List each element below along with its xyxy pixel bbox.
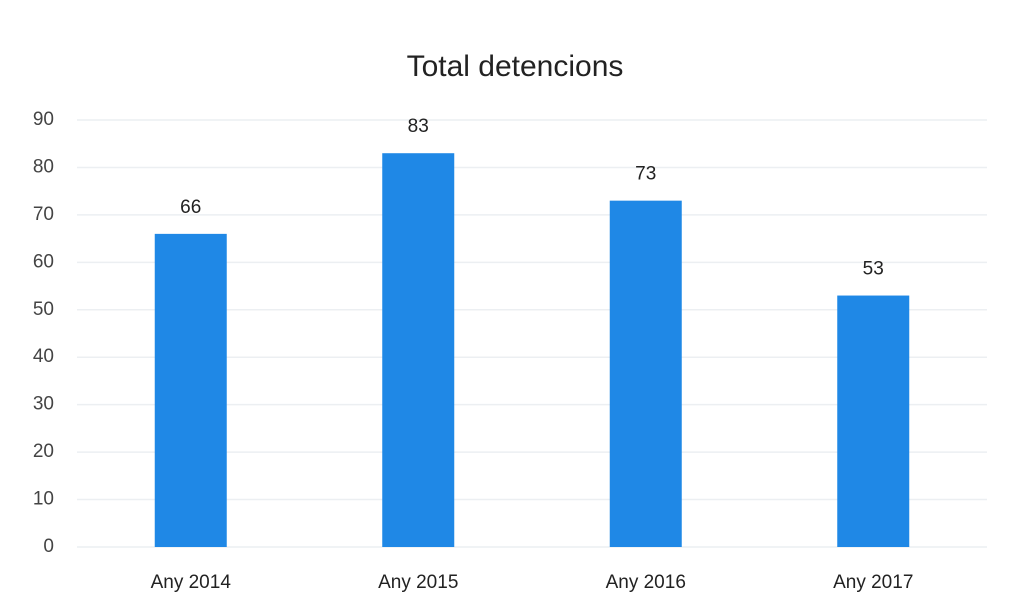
x-tick-label: Any 2017 bbox=[833, 572, 913, 593]
bar bbox=[609, 200, 682, 547]
bar bbox=[837, 295, 910, 547]
bar bbox=[154, 233, 227, 547]
y-tick-label: 50 bbox=[33, 299, 54, 320]
y-tick-label: 40 bbox=[33, 346, 54, 367]
y-tick-label: 0 bbox=[43, 536, 54, 557]
y-tick-label: 90 bbox=[33, 109, 54, 130]
y-tick-label: 20 bbox=[33, 441, 54, 462]
x-tick-label: Any 2015 bbox=[378, 572, 458, 593]
y-tick-label: 70 bbox=[33, 204, 54, 225]
data-label: 83 bbox=[408, 116, 429, 137]
data-label: 73 bbox=[635, 164, 656, 185]
y-tick-label: 10 bbox=[33, 489, 54, 510]
data-label: 66 bbox=[180, 197, 201, 218]
x-tick-label: Any 2016 bbox=[606, 572, 686, 593]
chart-title: Total detencions bbox=[407, 50, 624, 83]
y-tick-label: 80 bbox=[33, 156, 54, 177]
y-tick-label: 30 bbox=[33, 394, 54, 415]
y-tick-label: 60 bbox=[33, 251, 54, 272]
data-label: 53 bbox=[863, 259, 884, 280]
bar bbox=[382, 153, 455, 547]
x-tick-label: Any 2014 bbox=[151, 572, 232, 593]
